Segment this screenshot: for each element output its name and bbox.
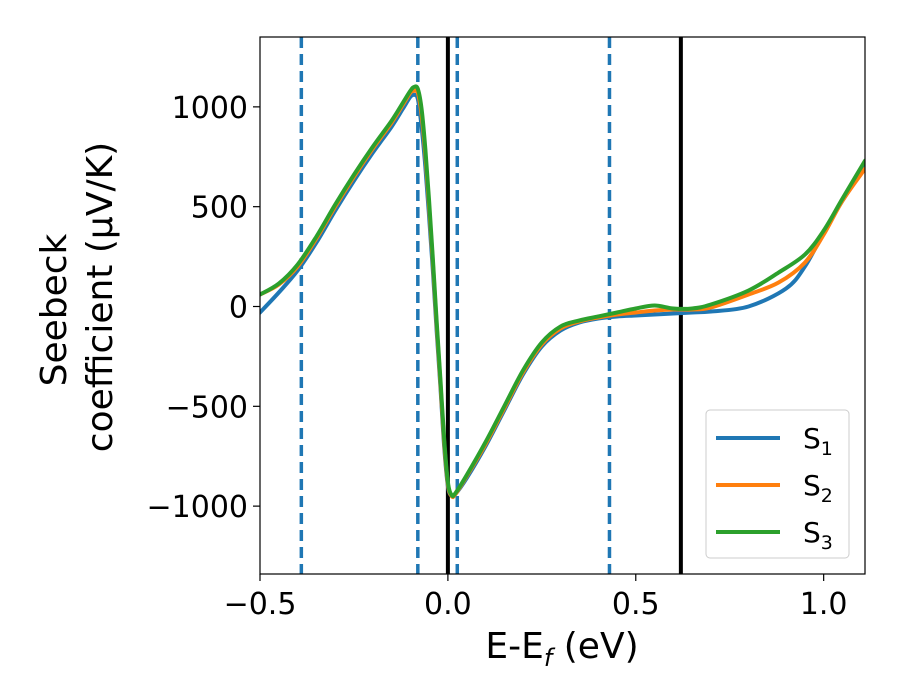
x-tick-label: 1.0 [800,587,848,622]
legend-label-s1: S1 [803,422,833,460]
series-lines [260,84,865,500]
plot-frame [259,36,866,575]
legend-items: S1 S2 S3 [716,422,833,554]
x-tick-label: 0.5 [612,587,660,622]
legend-label-s2: S2 [803,469,833,507]
x-axis-ticks: −0.5 0.0 0.5 1.0 [224,574,848,622]
x-tick-label: −0.5 [224,587,297,622]
x-axis-title-rest: (eV) [552,626,638,667]
y-tick-label: 500 [191,191,248,226]
y-tick-label: −500 [166,390,248,425]
y-axis-ticks: −1000 −500 0 500 1000 [147,91,260,525]
y-tick-label: 0 [229,290,248,325]
y-axis-title-line-1: Seebeck [34,233,75,386]
y-axis-title-line-2: coefficient (μV/K) [80,142,121,452]
legend: S1 S2 S3 [705,409,850,559]
series-line-s3 [260,84,865,499]
legend-label-s3: S3 [803,516,833,554]
y-tick-label: 1000 [172,91,248,126]
y-tick-label: −1000 [147,490,248,525]
x-axis-title-main: E-E [485,626,543,667]
x-axis-title: E-Ef (eV) [485,626,638,672]
x-tick-label: 0.0 [424,587,472,622]
